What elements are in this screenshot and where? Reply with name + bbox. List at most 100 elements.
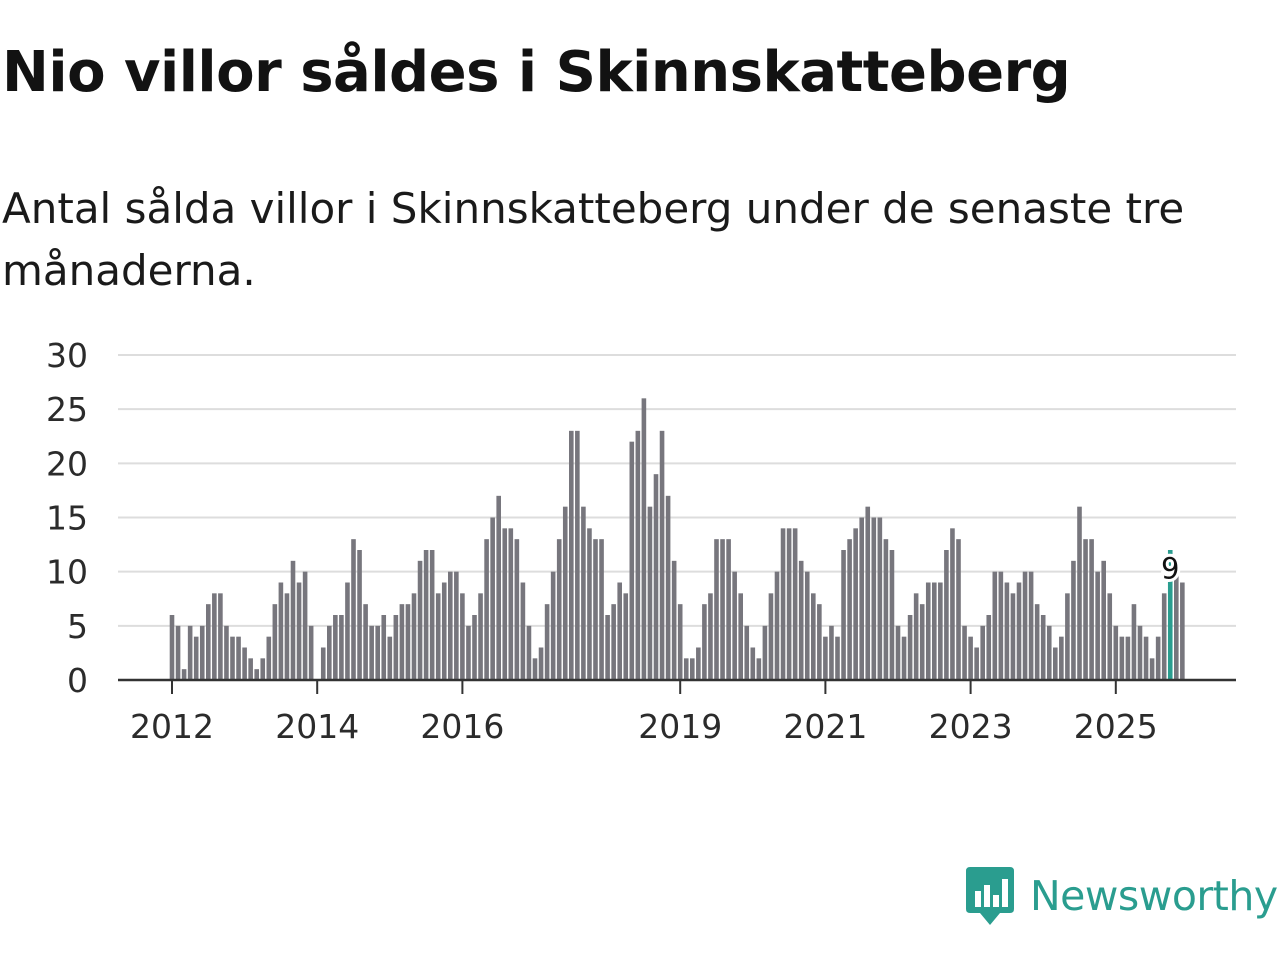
bar <box>1161 593 1167 680</box>
bar <box>877 517 883 680</box>
y-tick-label: 5 <box>67 607 88 646</box>
bar <box>224 625 229 680</box>
bar <box>853 528 858 680</box>
bar <box>1107 593 1113 680</box>
bar <box>859 517 864 680</box>
bar <box>919 604 925 680</box>
bar <box>230 636 235 680</box>
bar <box>193 636 199 680</box>
bar <box>411 593 417 680</box>
bar <box>732 571 737 680</box>
bar <box>302 571 308 680</box>
bar <box>212 593 217 680</box>
bar <box>1125 636 1131 680</box>
bar <box>629 441 635 680</box>
bar <box>756 658 762 680</box>
bar <box>653 474 659 680</box>
bar <box>659 430 665 680</box>
bar <box>357 550 362 680</box>
bar <box>895 625 901 680</box>
bar <box>278 582 284 680</box>
bar <box>829 625 834 680</box>
bar <box>466 625 471 680</box>
bar <box>429 550 435 680</box>
bar <box>968 636 973 680</box>
bar <box>441 582 447 680</box>
bar <box>1071 560 1076 680</box>
y-tick-label: 0 <box>67 661 88 700</box>
bar <box>562 506 568 680</box>
bar <box>708 593 713 680</box>
bar <box>635 430 641 680</box>
x-tick-label: 2025 <box>1074 707 1158 746</box>
bar <box>405 604 411 680</box>
bar <box>956 539 961 680</box>
x-tick-label: 2014 <box>275 707 359 746</box>
bar <box>387 636 393 680</box>
bar <box>962 625 967 680</box>
bar <box>611 604 616 680</box>
bar <box>1034 604 1040 680</box>
x-tick-label: 2021 <box>783 707 867 746</box>
bar-highlight <box>1167 550 1173 680</box>
bar <box>823 636 828 680</box>
bar <box>1046 625 1052 680</box>
bar <box>181 669 187 680</box>
bar <box>925 582 931 680</box>
bar <box>665 495 671 680</box>
bar <box>381 615 387 680</box>
bar <box>932 582 937 680</box>
y-tick-label: 20 <box>46 444 88 483</box>
bar <box>556 539 562 680</box>
bar <box>998 571 1004 680</box>
bar <box>792 528 798 680</box>
bar <box>750 647 756 680</box>
bar <box>320 647 326 680</box>
bar <box>550 571 556 680</box>
bar <box>375 625 380 680</box>
bar <box>538 647 544 680</box>
bar <box>423 550 429 680</box>
bar <box>1119 636 1125 680</box>
bar <box>1101 560 1106 680</box>
bar <box>175 625 181 680</box>
bar <box>435 593 441 680</box>
bar <box>1089 539 1094 680</box>
bar <box>290 560 296 680</box>
bar <box>1016 582 1022 680</box>
bar <box>484 539 489 680</box>
bar <box>272 604 278 680</box>
bar <box>786 528 792 680</box>
bar <box>677 604 683 680</box>
y-tick-label: 10 <box>46 553 88 592</box>
bar <box>284 593 290 680</box>
bar <box>1065 593 1070 680</box>
bar <box>218 593 223 680</box>
bar <box>841 550 846 680</box>
x-tick-label: 2012 <box>130 707 214 746</box>
newsworthy-logo: Newsworthy <box>964 864 1278 928</box>
bar <box>1149 658 1155 680</box>
bar <box>569 430 574 680</box>
bar <box>254 669 259 680</box>
bar <box>774 571 780 680</box>
bar <box>345 582 350 680</box>
bar <box>726 539 731 680</box>
bar <box>242 647 247 680</box>
bar <box>980 625 985 680</box>
bar <box>472 615 477 680</box>
bar <box>502 528 508 680</box>
bar <box>738 593 743 680</box>
bar <box>1131 604 1137 680</box>
bar <box>417 560 423 680</box>
bar <box>696 647 701 680</box>
bar <box>496 495 501 680</box>
bar <box>532 658 538 680</box>
bar <box>581 506 586 680</box>
bar <box>683 658 689 680</box>
bar <box>623 593 629 680</box>
bar <box>1040 615 1046 680</box>
bar <box>593 539 598 680</box>
bar <box>762 625 768 680</box>
bar <box>835 636 840 680</box>
